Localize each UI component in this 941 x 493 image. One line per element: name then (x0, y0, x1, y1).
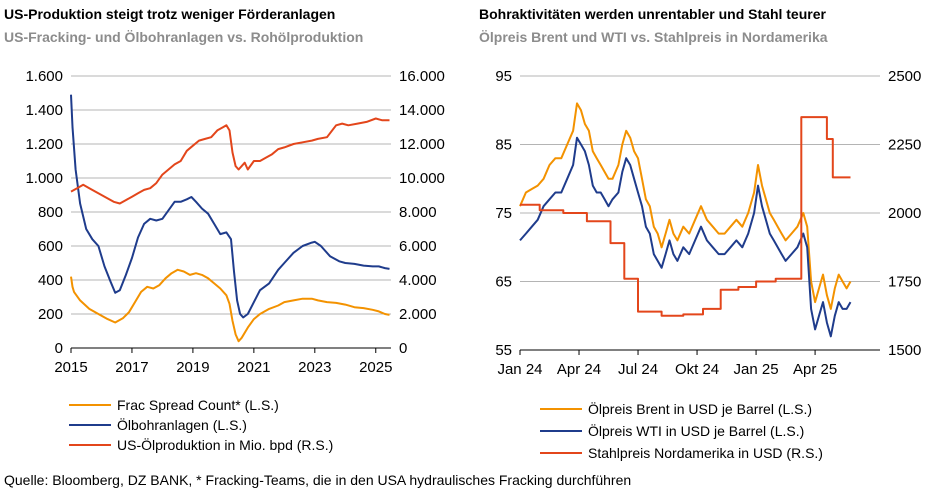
source-note: Quelle: Bloomberg, DZ BANK, * Fracking-T… (4, 472, 631, 488)
right-y-right-tick-label: 1500 (888, 342, 921, 359)
left-y-left-tick-label: 600 (38, 238, 63, 255)
right-y-right-tick-label: 1750 (888, 274, 921, 291)
left-y-right-tick-label: 10.000 (399, 170, 445, 187)
right-y-left-tick-label: 65 (495, 274, 512, 291)
legend-label-us-production: US-Ölproduktion in Mio. bpd (R.S.) (117, 436, 333, 453)
left-y-left-tick-label: 1.600 (25, 68, 63, 85)
left-series-frac-spread-count-l-s (70, 268, 390, 343)
left-y-right-tick-label: 12.000 (399, 136, 445, 153)
left-x-tick-label: 2023 (298, 359, 331, 376)
left-chart-legend: Frac Spread Count* (L.S.) Ölbohranlagen … (69, 397, 333, 453)
right-chart: 55 1500 65 1750 75 2000 85 2250 95 2500 Jan 24 Apr … (495, 68, 921, 378)
left-y-left-tick-label: 800 (38, 204, 63, 221)
right-y-left-tick-label: 55 (495, 342, 512, 359)
left-y-right-tick-label: 14.000 (399, 102, 445, 119)
left-x-tick-label: 2025 (359, 359, 392, 376)
left-x-tick-label: 2019 (176, 359, 209, 376)
left-series-lbohranlagen-l-s (70, 94, 390, 319)
right-y-left-tick-label: 95 (495, 68, 512, 85)
right-y-right-tick-label: 2500 (888, 68, 921, 85)
right-x-tick-label: Apr 24 (557, 361, 601, 378)
left-y-right-tick-label: 6.000 (399, 238, 437, 255)
left-x-tick-label: 2021 (237, 359, 270, 376)
left-y-left-tick-label: 1.400 (25, 102, 63, 119)
left-y-right-tick-label: 0 (399, 340, 407, 357)
right-y-right-tick-label: 2250 (888, 137, 921, 154)
legend-label-frac-spread: Frac Spread Count* (L.S.) (117, 397, 279, 413)
right-chart-title: Bohraktivitäten werden unrentabler und S… (479, 6, 827, 22)
right-x-tick-label: Jan 24 (497, 361, 542, 378)
right-series-lpreis-wti-in-usd-je-barrel-l-s (519, 136, 852, 338)
left-y-left-tick-label: 200 (38, 306, 63, 323)
right-chart-subtitle: Ölpreis Brent und WTI vs. Stahlpreis in … (479, 29, 828, 45)
right-series-lpreis-brent-in-usd-je-barrel-l-s (519, 102, 852, 310)
right-chart-legend: Ölpreis Brent in USD je Barrel (L.S.) Öl… (540, 400, 823, 461)
right-x-tick-label: Jan 25 (734, 361, 779, 378)
left-chart-subtitle: US-Fracking- und Ölbohranlagen vs. Rohöl… (4, 29, 363, 45)
legend-label-brent: Ölpreis Brent in USD je Barrel (L.S.) (588, 400, 812, 417)
legend-label-oil-rigs: Ölbohranlagen (L.S.) (117, 416, 247, 433)
left-y-right-tick-label: 16.000 (399, 68, 445, 85)
legend-label-wti: Ölpreis WTI in USD je Barrel (L.S.) (588, 422, 804, 439)
right-x-tick-label: Apr 25 (793, 361, 837, 378)
left-series-us-lproduktion-in-mio-bpd-r-s (70, 117, 390, 205)
left-y-left-tick-label: 400 (38, 272, 63, 289)
left-y-right-tick-label: 4.000 (399, 272, 437, 289)
right-series-stahlpreis-nordamerika-in-usd-r-s (520, 116, 851, 317)
left-y-right-tick-label: 8.000 (399, 204, 437, 221)
left-x-tick-label: 2015 (54, 359, 87, 376)
left-y-left-tick-label: 1.000 (25, 170, 63, 187)
left-y-right-tick-label: 2.000 (399, 306, 437, 323)
left-chart: 0 0 200 2.000 400 4.000 600 6.000 800 8.000 1.000 1… (25, 68, 444, 376)
legend-label-steel: Stahlpreis Nordamerika in USD (R.S.) (588, 445, 823, 461)
right-y-right-tick-label: 2000 (888, 205, 921, 222)
right-y-left-tick-label: 75 (495, 205, 512, 222)
right-x-tick-label: Okt 24 (675, 361, 719, 378)
right-y-left-tick-label: 85 (495, 137, 512, 154)
left-chart-title: US-Produktion steigt trotz weniger Förde… (4, 6, 335, 22)
left-y-left-tick-label: 1.200 (25, 136, 63, 153)
left-x-tick-label: 2017 (115, 359, 148, 376)
right-x-tick-label: Jul 24 (618, 361, 658, 378)
left-y-left-tick-label: 0 (55, 340, 63, 357)
